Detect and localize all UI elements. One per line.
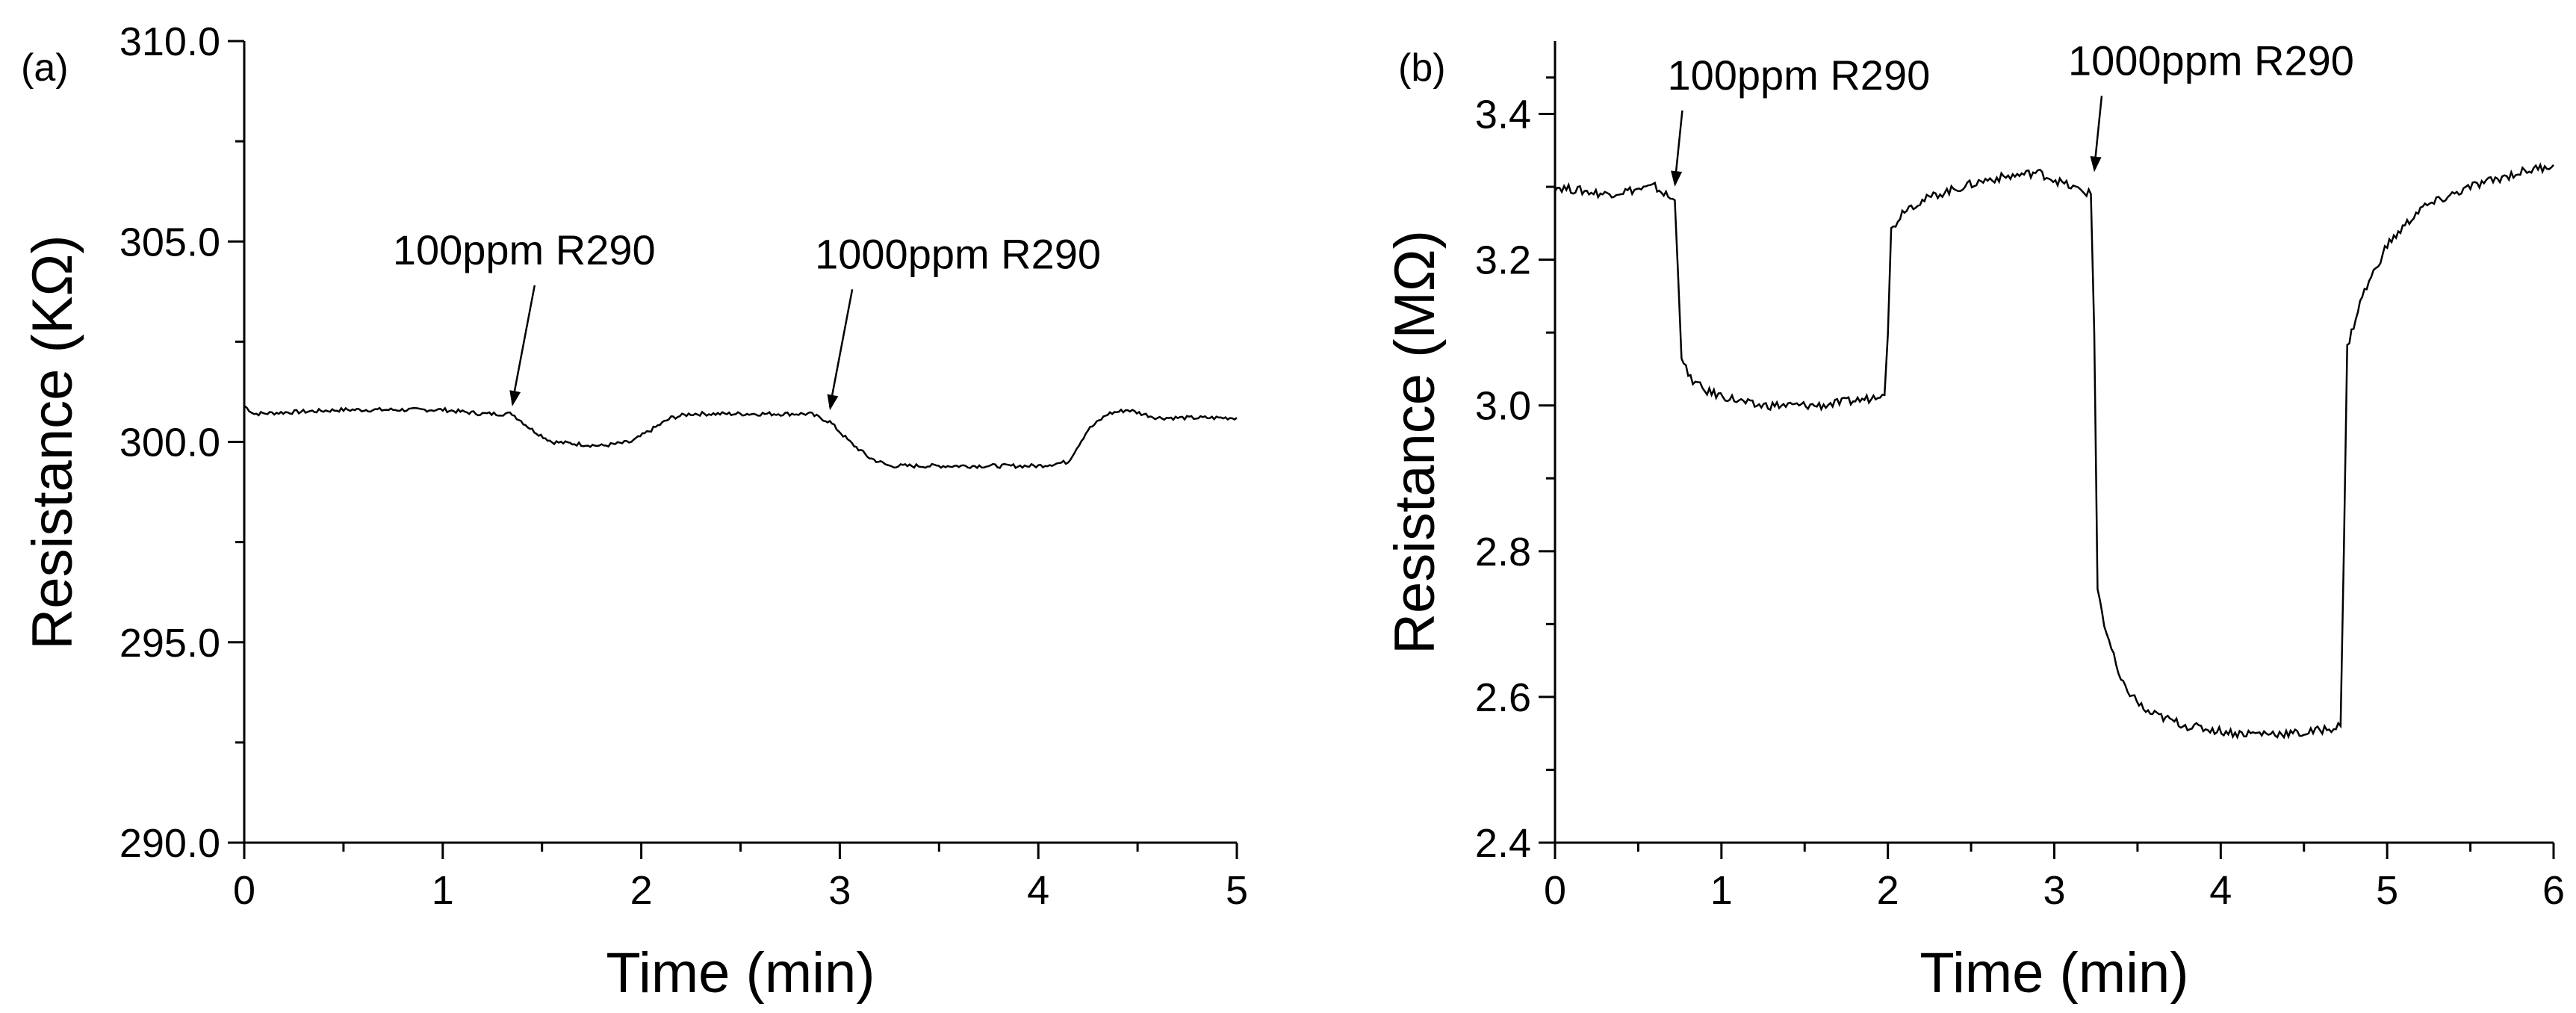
x-tick-label: 4 — [1027, 868, 1049, 913]
annotation-label: 1000ppm R290 — [2068, 37, 2354, 84]
y-axis-title: Resistance (KΩ) — [21, 235, 84, 649]
y-tick-label: 2.4 — [1475, 821, 1531, 866]
annotation-label: 1000ppm R290 — [815, 230, 1101, 277]
x-axis-title: Time (min) — [606, 941, 875, 1005]
y-tick-label: 3.4 — [1475, 93, 1531, 137]
y-tick-label: 2.6 — [1475, 675, 1531, 720]
annotation-arrowhead — [509, 390, 521, 406]
x-tick-label: 5 — [1226, 868, 1248, 913]
annotation-arrowhead — [827, 394, 839, 411]
panel-label: (a) — [21, 46, 69, 90]
y-tick-label: 3.0 — [1475, 384, 1531, 429]
y-tick-label: 2.8 — [1475, 530, 1531, 574]
y-tick-label: 290.0 — [120, 821, 220, 866]
annotation-arrowhead — [2090, 156, 2102, 173]
annotation-arrow — [511, 285, 536, 404]
y-tick-label: 300.0 — [120, 421, 220, 465]
x-tick-label: 0 — [1544, 868, 1566, 913]
annotation-arrowhead — [1671, 170, 1683, 187]
annotation-arrow — [828, 289, 854, 408]
data-series-line — [243, 405, 1238, 470]
x-tick-label: 6 — [2542, 868, 2565, 913]
y-axis-title: Resistance (MΩ) — [1383, 230, 1447, 654]
x-tick-label: 2 — [630, 868, 653, 913]
x-tick-label: 1 — [432, 868, 454, 913]
x-tick-label: 2 — [1877, 868, 1899, 913]
data-series-line — [1554, 162, 2554, 740]
annotation-label: 100ppm R290 — [1667, 52, 1930, 99]
x-tick-label: 3 — [2043, 868, 2065, 913]
x-tick-label: 1 — [1710, 868, 1733, 913]
y-tick-label: 295.0 — [120, 621, 220, 666]
annotation-label: 100ppm R290 — [393, 226, 656, 273]
panel-label: (b) — [1398, 46, 1446, 90]
x-tick-label: 5 — [2376, 868, 2398, 913]
x-axis-title: Time (min) — [1919, 941, 2188, 1005]
y-tick-label: 310.0 — [120, 19, 220, 64]
y-tick-label: 305.0 — [120, 220, 220, 264]
x-tick-label: 4 — [2209, 868, 2232, 913]
y-tick-label: 3.2 — [1475, 238, 1531, 283]
x-tick-label: 3 — [828, 868, 851, 913]
x-tick-label: 0 — [233, 868, 255, 913]
